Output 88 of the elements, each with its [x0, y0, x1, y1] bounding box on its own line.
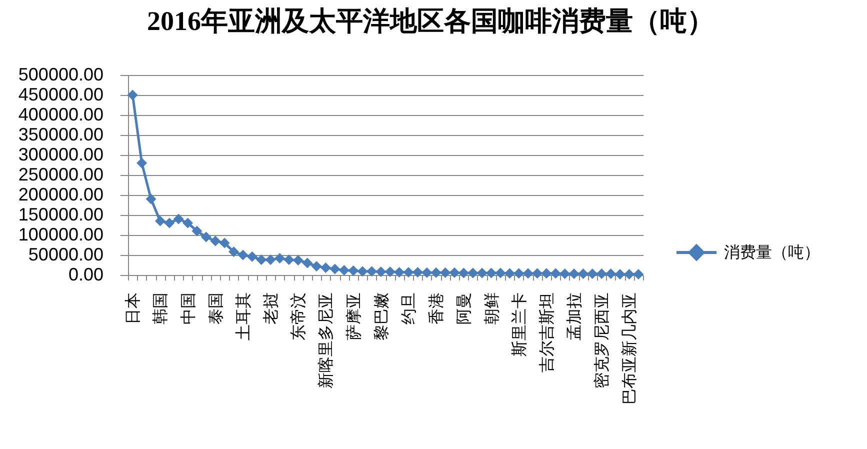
point: [292, 254, 304, 266]
point: [422, 267, 432, 278]
point: [522, 268, 534, 279]
point: [633, 268, 644, 280]
y-tick-label: 250000.00: [18, 164, 104, 184]
y-tick-label: 50000.00: [28, 244, 104, 264]
point: [394, 266, 405, 278]
x-tick-label: 密克罗尼西亚: [592, 292, 612, 388]
point: [376, 266, 386, 278]
point: [532, 268, 542, 279]
x-tick-label: 中国: [178, 292, 198, 324]
point: [228, 246, 240, 258]
point: [587, 268, 598, 280]
point: [514, 268, 524, 279]
y-tick-label: 450000.00: [18, 84, 104, 104]
point: [568, 268, 580, 280]
point: [476, 268, 488, 278]
point: [320, 262, 331, 274]
point: [606, 268, 616, 280]
point: [330, 264, 340, 274]
x-tick-label: 土耳其: [233, 292, 252, 340]
point: [403, 266, 414, 278]
point: [412, 266, 423, 278]
point: [338, 264, 350, 276]
point: [560, 268, 570, 280]
point: [614, 268, 626, 280]
point: [366, 266, 377, 277]
point: [468, 268, 478, 278]
x-tick-label: 日本: [123, 292, 142, 324]
point: [440, 267, 451, 278]
point: [541, 268, 552, 279]
point: [449, 267, 460, 278]
x-tick-label: 香港: [426, 292, 446, 324]
point: [596, 268, 607, 280]
x-tick-label: 朝鲜: [482, 292, 501, 324]
y-tick-label: 100000.00: [18, 224, 104, 244]
x-tick-label: 萨摩亚: [344, 292, 363, 340]
point: [127, 90, 138, 100]
point: [238, 250, 248, 260]
point: [246, 251, 258, 262]
point: [458, 268, 469, 278]
chart-title: 2016年亚洲及太平洋地区各国咖啡消费量（吨）: [147, 6, 714, 36]
point: [200, 232, 212, 242]
x-tick-label: 泰国: [206, 292, 225, 324]
point: [504, 268, 515, 279]
x-tick-label: 巴布亚新几内亚: [620, 292, 639, 404]
point: [578, 268, 588, 280]
legend-label: 消费量（吨）: [724, 242, 820, 262]
x-tick-label: 新喀里多尼亚: [316, 292, 336, 388]
point: [164, 218, 175, 228]
y-tick-label: 500000.00: [18, 64, 104, 84]
point: [311, 260, 322, 272]
point: [256, 254, 267, 266]
point: [302, 258, 313, 268]
point: [284, 254, 294, 266]
y-tick-label: 400000.00: [18, 104, 104, 124]
point: [384, 266, 396, 278]
x-tick-label: 老挝: [261, 292, 280, 324]
point: [357, 266, 368, 277]
point: [348, 265, 359, 276]
x-tick-label: 孟加拉: [564, 292, 584, 340]
point: [486, 268, 497, 278]
point: [550, 268, 561, 279]
x-tick-label: 吉尔吉斯坦: [536, 292, 556, 372]
x-tick-label: 阿曼: [454, 292, 474, 324]
y-tick-label: 0.00: [68, 264, 104, 284]
x-tick-label: 斯里兰卡: [509, 292, 528, 356]
point: [136, 158, 148, 168]
y-tick-label: 200000.00: [18, 184, 104, 204]
point: [219, 238, 230, 248]
y-tick-label: 350000.00: [18, 124, 104, 144]
x-tick-label: 约旦: [398, 292, 418, 324]
point: [192, 226, 202, 236]
point: [154, 216, 166, 226]
point: [173, 214, 184, 224]
y-tick-label: 150000.00: [18, 204, 104, 224]
point: [210, 236, 221, 246]
point: [265, 254, 276, 266]
x-tick-label: 东帝汶: [288, 292, 308, 340]
point: [182, 218, 194, 228]
x-tick-label: 韩国: [150, 292, 170, 324]
point: [495, 268, 506, 278]
y-tick-label: 300000.00: [18, 144, 104, 164]
x-tick-label: 黎巴嫩: [371, 292, 390, 340]
point: [146, 194, 156, 204]
point: [624, 268, 634, 280]
point: [430, 267, 442, 278]
point: [274, 252, 285, 264]
